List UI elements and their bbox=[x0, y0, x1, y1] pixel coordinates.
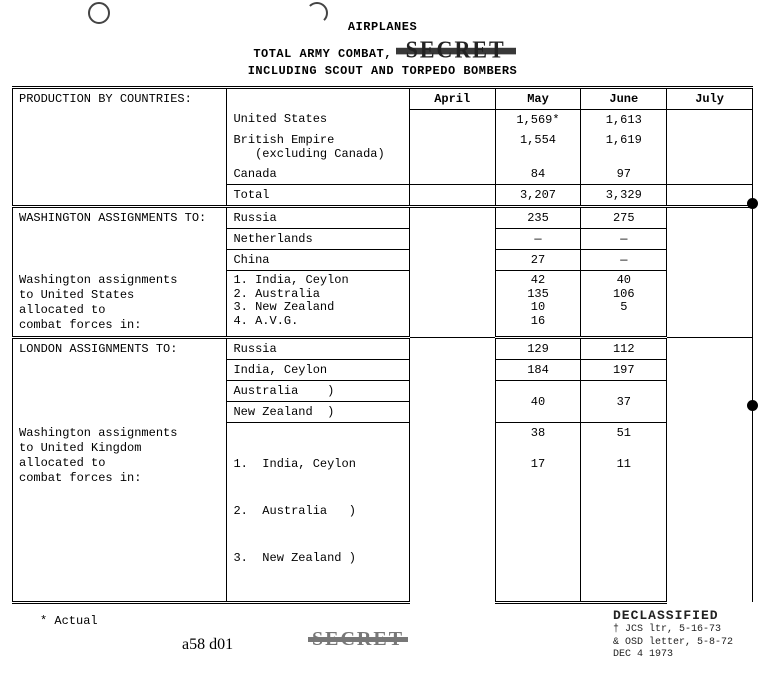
declassified-stamp: DECLASSIFIED † JCS ltr, 5-16-73 & OSD le… bbox=[613, 608, 733, 662]
washington-sub-items: 1. India, Ceylon 2. Australia 3. New Zea… bbox=[227, 270, 409, 338]
header-line-1: AIRPLANES bbox=[12, 20, 753, 36]
secret-stamp-bottom: SECRET bbox=[312, 628, 404, 651]
document-header: AIRPLANES TOTAL ARMY COMBAT, SECRET INCL… bbox=[12, 20, 753, 80]
handwritten-note: a58 d01 bbox=[182, 636, 233, 654]
cell: 40 106 5 bbox=[581, 270, 667, 338]
cell: 3,329 bbox=[581, 184, 667, 206]
cell: 275 bbox=[581, 206, 667, 228]
cell: 42 135 10 16 bbox=[495, 270, 581, 338]
section-washington: WASHINGTON ASSIGNMENTS TO: bbox=[13, 206, 227, 270]
london-subnote: Washington assignments to United Kingdom… bbox=[13, 423, 227, 603]
cell: 197 bbox=[581, 360, 667, 381]
cell: 27 bbox=[495, 249, 581, 270]
cell: — bbox=[495, 228, 581, 249]
row-label: Canada bbox=[227, 164, 409, 185]
cell: 3,207 bbox=[495, 184, 581, 206]
header-line-2: TOTAL ARMY COMBAT, SECRET bbox=[12, 36, 753, 65]
cell: 1,554 bbox=[495, 130, 581, 164]
col-april: April bbox=[409, 87, 495, 109]
cell: 184 bbox=[495, 360, 581, 381]
row-label: British Empire (excluding Canada) bbox=[227, 130, 409, 164]
header-line-3: INCLUDING SCOUT AND TORPEDO BOMBERS bbox=[12, 64, 753, 80]
cell: 1,569* bbox=[495, 109, 581, 130]
secret-stamp: SECRET bbox=[400, 34, 512, 65]
ink-dot bbox=[747, 400, 758, 411]
cell: 51 11 bbox=[581, 423, 667, 603]
row-label: Netherlands bbox=[227, 228, 409, 249]
row-label: Russia bbox=[227, 206, 409, 228]
cell: 112 bbox=[581, 338, 667, 360]
document-page: AIRPLANES TOTAL ARMY COMBAT, SECRET INCL… bbox=[0, 0, 765, 674]
row-label: India, Ceylon bbox=[227, 360, 409, 381]
row-label: United States bbox=[227, 109, 409, 130]
ink-dot bbox=[747, 198, 758, 209]
col-july: July bbox=[667, 87, 753, 109]
cell: 1,619 bbox=[581, 130, 667, 164]
row-label: Australia ) bbox=[227, 381, 409, 402]
cell: 129 bbox=[495, 338, 581, 360]
col-june: June bbox=[581, 87, 667, 109]
cell: 235 bbox=[495, 206, 581, 228]
footer: * Actual a58 d01 SECRET DECLASSIFIED † J… bbox=[12, 614, 753, 674]
london-sub-items: 1. India, Ceylon 2. Australia ) 3. New Z… bbox=[227, 423, 409, 603]
cell: 97 bbox=[581, 164, 667, 185]
cell: 40 bbox=[495, 381, 581, 423]
washington-subnote: Washington assignments to United States … bbox=[13, 270, 227, 338]
section-london: LONDON ASSIGNMENTS TO: bbox=[13, 338, 227, 423]
cell: — bbox=[581, 249, 667, 270]
col-may: May bbox=[495, 87, 581, 109]
cell: 84 bbox=[495, 164, 581, 185]
cell: 38 17 bbox=[495, 423, 581, 603]
cell: 37 bbox=[581, 381, 667, 423]
section-production: PRODUCTION BY COUNTRIES: bbox=[13, 87, 227, 184]
footnote-actual: * Actual bbox=[40, 614, 98, 628]
row-total: Total bbox=[227, 184, 409, 206]
row-label: New Zealand ) bbox=[227, 402, 409, 423]
row-label: Russia bbox=[227, 338, 409, 360]
data-table: PRODUCTION BY COUNTRIES: April May June … bbox=[12, 86, 753, 604]
cell: 1,613 bbox=[581, 109, 667, 130]
row-label: China bbox=[227, 249, 409, 270]
cell: — bbox=[581, 228, 667, 249]
